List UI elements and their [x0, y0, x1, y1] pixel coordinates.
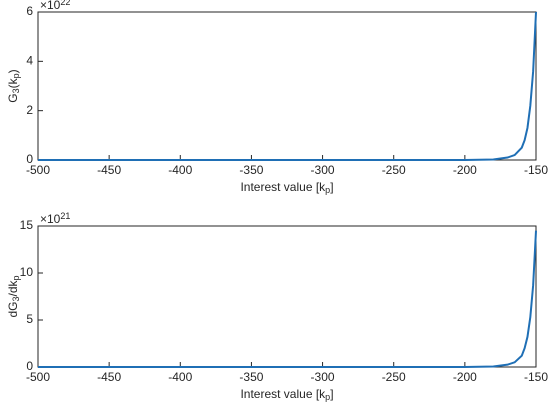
exponent-label: ×1022: [40, 0, 70, 12]
x-tick-label: -500: [26, 163, 50, 177]
exponent-label-part: ×10: [40, 212, 61, 226]
y-tick-label: 4: [26, 54, 33, 68]
y-tick-label: 5: [26, 312, 33, 326]
exponent-label: ×1021: [40, 211, 70, 226]
x-tick-label: -300: [311, 370, 335, 384]
y-axis-label-part: (k: [6, 77, 20, 88]
exponent-label-part: 22: [60, 0, 70, 7]
y-axis-label-part: G: [6, 93, 20, 102]
exponent-label-part: 21: [60, 211, 70, 221]
exponent-label-part: ×10: [40, 0, 61, 12]
y-tick-label: 0: [26, 359, 33, 373]
axes-box: [37, 225, 537, 368]
x-axis-label: Interest value [kp]: [240, 387, 333, 401]
x-tick-label: -300: [311, 163, 335, 177]
y-tick-label: 10: [20, 265, 34, 279]
x-tick-label: -400: [168, 370, 192, 384]
x-axis-label: Interest value [kp]: [240, 180, 333, 194]
y-axis-label-part: p: [11, 73, 21, 78]
data-line: [38, 11, 537, 161]
x-tick-label: -450: [97, 370, 121, 384]
x-tick-label: -150: [524, 163, 548, 177]
y-axis-label: G3(kp): [6, 69, 20, 102]
x-axis-label-part: ]: [330, 387, 333, 401]
y-tick-label: 6: [26, 4, 33, 18]
x-tick-label: -250: [382, 163, 406, 177]
x-tick-label: -200: [453, 370, 477, 384]
x-axis-label-part: p: [325, 392, 330, 402]
x-tick-label: -200: [453, 163, 477, 177]
y-axis-label: dG3/dkp: [6, 275, 20, 317]
x-tick-label: -450: [97, 163, 121, 177]
data-line: [38, 230, 537, 368]
x-axis-label-part: ]: [330, 180, 333, 194]
y-axis-label-part: 3: [11, 297, 21, 302]
y-axis-label-part: dG: [6, 302, 20, 318]
y-axis-label-part: p: [11, 275, 21, 280]
y-axis-label-part: /dk: [6, 279, 20, 296]
x-axis-label-part: Interest value [k: [240, 180, 326, 194]
x-tick-label: -150: [524, 370, 548, 384]
x-axis-label-part: Interest value [k: [240, 387, 326, 401]
x-tick-label: -350: [239, 163, 263, 177]
x-axis-label-part: p: [325, 185, 330, 195]
y-tick-label: 15: [20, 218, 34, 232]
axes-box: [37, 11, 537, 161]
x-tick-label: -350: [239, 370, 263, 384]
y-tick-label: 0: [26, 152, 33, 166]
x-tick-label: -500: [26, 370, 50, 384]
y-tick-label: 2: [26, 103, 33, 117]
x-tick-label: -400: [168, 163, 192, 177]
y-axis-label-part: ): [6, 69, 20, 73]
y-axis-label-part: 3: [11, 88, 21, 93]
x-tick-label: -250: [382, 370, 406, 384]
